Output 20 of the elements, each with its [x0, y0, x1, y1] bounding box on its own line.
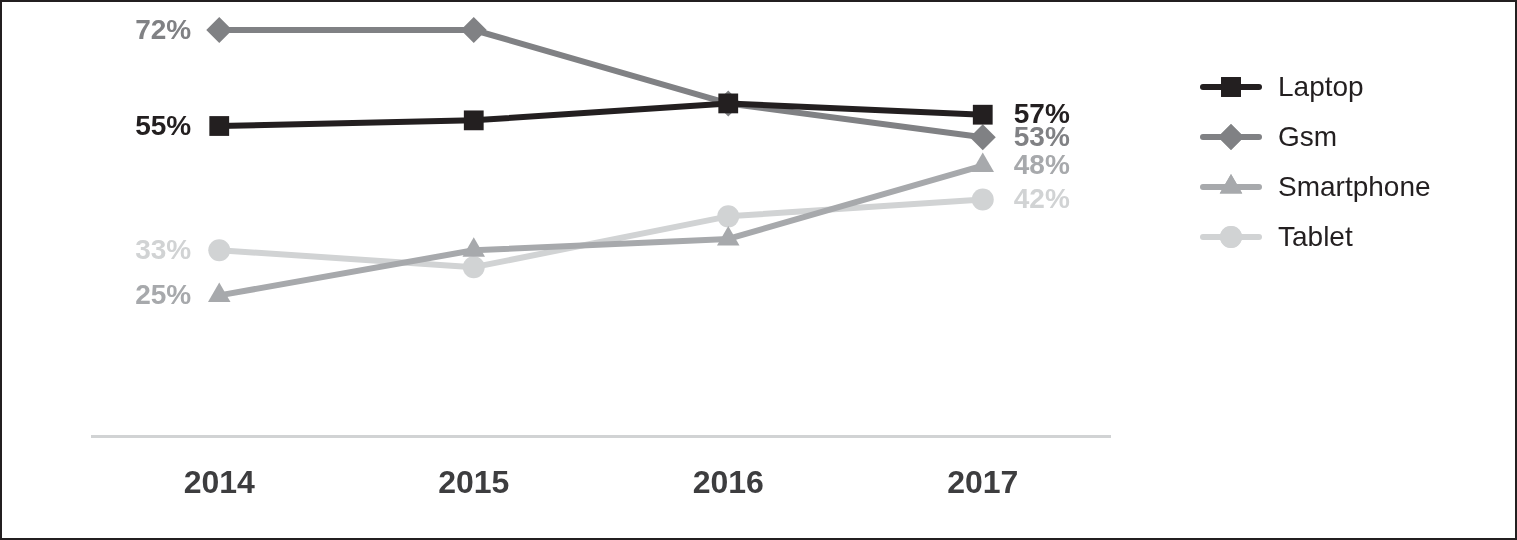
point	[972, 104, 993, 125]
point	[971, 188, 994, 211]
point	[969, 124, 996, 151]
x-tick-label: 2014	[183, 463, 256, 500]
point	[208, 239, 231, 262]
legend-label: Gsm	[1278, 120, 1338, 152]
x-tick-label: 2016	[692, 463, 764, 500]
legend-label: Tablet	[1278, 220, 1353, 252]
data-label: 55%	[135, 109, 192, 141]
point	[462, 256, 485, 279]
point	[463, 110, 484, 131]
point	[717, 205, 740, 228]
point	[209, 116, 230, 136]
data-label: 72%	[135, 13, 192, 45]
x-tick-label: 2015	[438, 463, 510, 500]
x-tick-label: 2017	[947, 463, 1019, 500]
legend-label: Smartphone	[1278, 170, 1431, 202]
data-label: 25%	[135, 279, 192, 311]
data-label: 48%	[1013, 149, 1070, 181]
legend-label: Laptop	[1278, 70, 1364, 102]
